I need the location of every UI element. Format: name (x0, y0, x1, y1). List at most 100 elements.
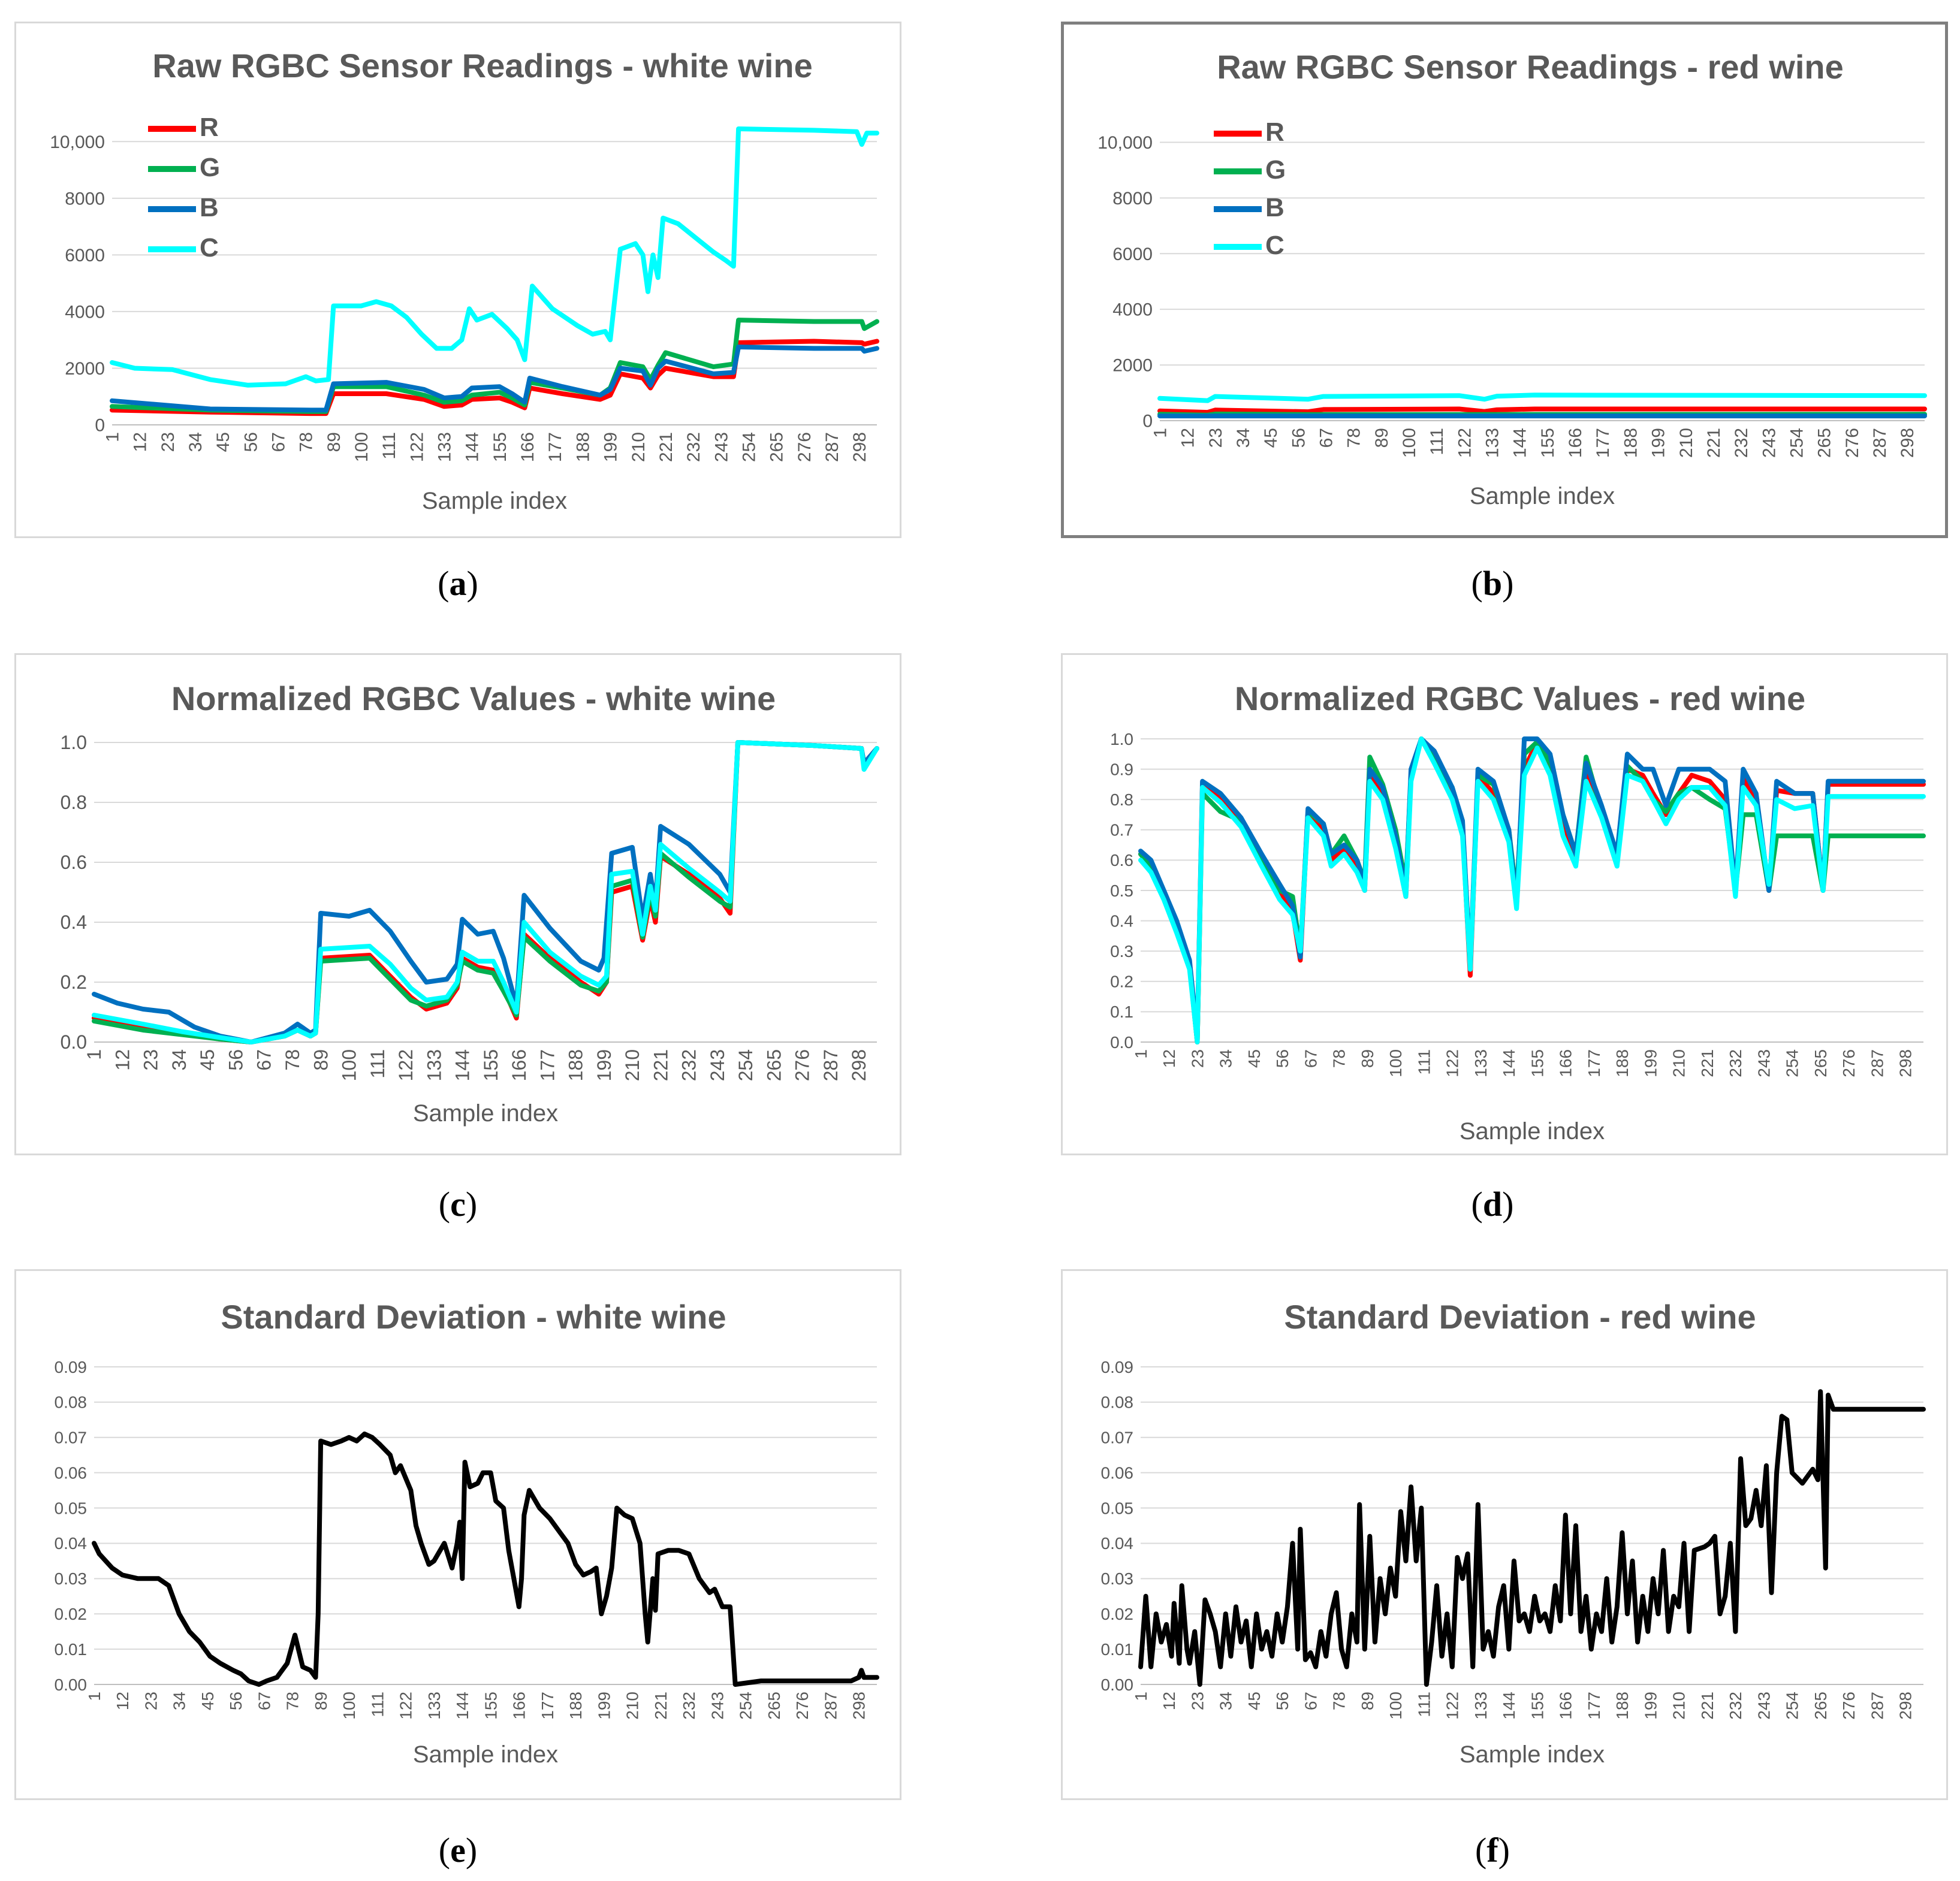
x-tick-label: 45 (213, 432, 233, 452)
x-tick-label: 254 (737, 1692, 755, 1720)
x-tick-label: 155 (480, 1049, 502, 1081)
x-tick-label: 155 (1528, 1692, 1546, 1720)
y-tick-label: 0.04 (1101, 1534, 1134, 1553)
legend-label-b: B (200, 193, 219, 222)
series-line-b (92, 740, 879, 1044)
chart-panel-b: Raw RGBC Sensor Readings - red wine 0 2000… (1061, 22, 1948, 538)
x-tick-label: 100 (339, 1049, 360, 1081)
x-axis-label: Sample index (1460, 1741, 1605, 1768)
x-tick-label: 23 (1188, 1049, 1207, 1068)
x-tick-label: 166 (1557, 1692, 1575, 1720)
chart-title: Normalized RGBC Values - red wine (1235, 680, 1805, 717)
x-axis-label: Sample index (422, 488, 567, 514)
x-axis-label: Sample index (413, 1100, 558, 1127)
x-tick-label: 298 (1896, 1049, 1915, 1077)
series-line-r (92, 740, 879, 1044)
y-tick-label: 0.05 (55, 1499, 88, 1517)
x-tick-label: 89 (1358, 1049, 1377, 1068)
x-tick-label: 232 (1732, 428, 1751, 458)
x-tick-label: 100 (1386, 1049, 1405, 1077)
x-tick-label: 188 (573, 432, 593, 462)
x-tick-label: 12 (1160, 1692, 1178, 1710)
legend-label-b: B (1265, 193, 1284, 222)
series-line-c (1157, 392, 1927, 403)
x-tick-label: 144 (1500, 1692, 1518, 1720)
x-tick-label: 67 (1317, 428, 1337, 448)
x-tick-label: 276 (795, 432, 815, 462)
x-tick-label: 287 (1868, 1049, 1886, 1077)
x-tick-label: 144 (463, 432, 483, 462)
y-tick-label: 0.3 (1110, 942, 1133, 961)
y-tick-label: 0.8 (1110, 790, 1133, 809)
x-tick-label: 210 (1670, 1692, 1688, 1720)
x-tick-label: 177 (1593, 428, 1613, 458)
chart-panel-c: Normalized RGBC Values - white wine 0.0 0.… (14, 653, 901, 1155)
y-tick-label: 10,000 (1097, 133, 1153, 153)
x-tick-label: 23 (140, 1049, 162, 1071)
y-tick-label: 0.07 (1101, 1429, 1134, 1447)
x-tick-label: 155 (1538, 428, 1558, 458)
x-tick-label: 89 (324, 432, 344, 452)
x-tick-label: 1 (83, 1049, 105, 1060)
x-axis-label: Sample index (1470, 483, 1615, 509)
caption-c: (c) (438, 1185, 478, 1224)
y-tick-label: 0.01 (55, 1640, 88, 1659)
x-axis-label: Sample index (1460, 1118, 1605, 1145)
caption-a-letter: a (449, 564, 467, 603)
x-tick-label: 287 (822, 432, 842, 462)
y-tick-label: 1.0 (1110, 730, 1133, 748)
y-tick-label: 0.02 (55, 1605, 88, 1623)
x-tick-label: 188 (566, 1692, 585, 1720)
x-tick-label: 122 (397, 1692, 415, 1720)
caption-e: (e) (438, 1831, 478, 1870)
x-tick-label: 232 (1726, 1049, 1745, 1077)
x-tick-label: 166 (1566, 428, 1585, 458)
x-tick-label: 67 (1301, 1049, 1320, 1068)
x-tick-label: 177 (538, 1692, 557, 1720)
caption-a: (a) (438, 564, 478, 603)
y-tick-label: 0.6 (1110, 851, 1133, 869)
y-tick-label: 0.00 (55, 1675, 88, 1694)
x-tick-label: 287 (820, 1049, 842, 1081)
x-tick-label: 100 (352, 432, 372, 462)
legend-label-g: G (1265, 155, 1286, 185)
series-line-r (110, 339, 879, 416)
x-tick-label: 78 (282, 1049, 303, 1071)
y-tick-label: 0 (95, 416, 105, 436)
y-tick-label: 0.4 (61, 911, 87, 933)
x-tick-label: 265 (1815, 428, 1835, 458)
y-tick-label: 0.0 (1110, 1033, 1133, 1052)
x-tick-label: 221 (656, 432, 676, 462)
x-tick-label: 56 (241, 432, 261, 452)
caption-f-letter: f (1486, 1831, 1498, 1870)
x-tick-label: 199 (1649, 428, 1669, 458)
x-tick-label: 23 (141, 1692, 160, 1710)
x-tick-label: 100 (340, 1692, 358, 1720)
x-tick-label: 78 (1330, 1692, 1349, 1710)
x-tick-label: 12 (111, 1049, 133, 1071)
x-tick-label: 23 (1188, 1692, 1207, 1710)
x-tick-label: 199 (1641, 1049, 1660, 1077)
x-tick-label: 298 (848, 1049, 870, 1081)
y-tick-label: 0.04 (55, 1534, 88, 1553)
x-tick-label: 56 (1289, 428, 1308, 448)
x-tick-label: 243 (1759, 428, 1779, 458)
x-tick-label: 276 (1840, 1692, 1858, 1720)
caption-b-letter: b (1482, 564, 1503, 603)
y-tick-label: 0.1 (1110, 1003, 1133, 1021)
x-tick-label: 199 (601, 432, 621, 462)
x-tick-label: 254 (1787, 428, 1807, 458)
x-tick-label: 78 (284, 1692, 302, 1710)
x-tick-label: 34 (1217, 1692, 1235, 1710)
series-line-b (110, 345, 879, 413)
x-tick-label: 155 (1528, 1049, 1546, 1077)
y-tick-label: 6000 (65, 246, 105, 265)
x-tick-label: 265 (763, 1049, 785, 1081)
x-tick-label: 298 (850, 432, 870, 462)
y-tick-label: 0.6 (61, 852, 87, 873)
x-tick-label: 298 (850, 1692, 869, 1720)
chart-d-svg: Normalized RGBC Values - red wine 0.0 0.1 0… (1110, 680, 1926, 1145)
x-tick-label: 243 (1754, 1692, 1773, 1720)
x-tick-label: 254 (1783, 1049, 1802, 1077)
y-tick-label: 2000 (65, 359, 105, 379)
